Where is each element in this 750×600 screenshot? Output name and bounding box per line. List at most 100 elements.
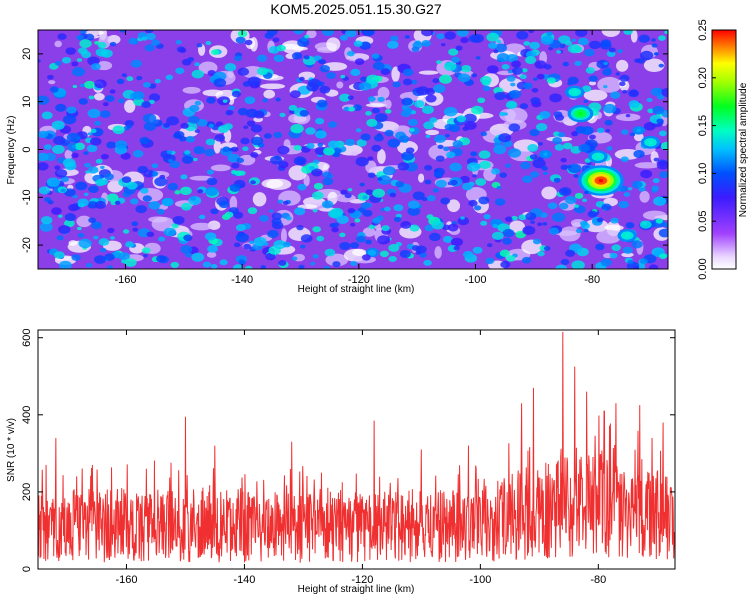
heatmap-blob [166, 150, 173, 155]
heatmap-blob [473, 205, 482, 211]
heatmap-low-patch [509, 220, 525, 233]
heatmap-blob [510, 82, 516, 87]
heatmap-blob [312, 191, 324, 200]
heatmap-blob [143, 121, 157, 131]
heatmap-blob [54, 165, 61, 170]
heatmap-blob [135, 205, 147, 214]
heatmap-blob [494, 198, 506, 206]
heatmap-blob [332, 222, 340, 228]
x-tick-label: -120 [348, 274, 370, 286]
heatmap-blob [154, 78, 161, 84]
heatmap-blob [546, 77, 556, 84]
heatmap-blob [68, 204, 79, 212]
heatmap-blob [104, 173, 114, 181]
heatmap-blob [148, 93, 161, 102]
heatmap-blob [260, 265, 267, 269]
heatmap-blob [174, 190, 181, 195]
heatmap-blob [658, 35, 666, 41]
heatmap-blob [367, 156, 374, 161]
heatmap-blob [456, 115, 467, 123]
heatmap-blob [603, 61, 609, 66]
heatmap-hotspot-core [543, 152, 548, 156]
heatmap-blob [450, 237, 463, 247]
heatmap-blob [339, 232, 346, 238]
colorbar-tick-label: 0.00 [697, 258, 709, 279]
y-tick-label: 200 [21, 483, 33, 501]
heatmap-blob [620, 156, 629, 163]
heatmap-blob [112, 125, 125, 135]
heatmap-blob [529, 41, 540, 50]
heatmap-blob [442, 235, 453, 243]
heatmap-blob [601, 203, 612, 211]
heatmap-blob [136, 75, 143, 81]
heatmap-blob [436, 33, 445, 40]
heatmap-blob [588, 75, 598, 82]
heatmap-blob [367, 172, 376, 178]
heatmap-blob [38, 59, 41, 63]
heatmap-blob [579, 220, 588, 227]
heatmap-blob [231, 169, 237, 175]
heatmap-blob [315, 117, 325, 125]
colorbar-label: Normalized spectral amplitude [738, 82, 749, 217]
heatmap-blob [109, 236, 116, 240]
heatmap-blob [537, 250, 545, 257]
heatmap-blob [47, 200, 54, 205]
heatmap-blob [313, 182, 324, 190]
heatmap-blob [519, 74, 527, 80]
heatmap-blob [629, 90, 639, 97]
heatmap-blob [541, 166, 548, 171]
heatmap-blob [322, 177, 334, 186]
heatmap-low-patch [336, 81, 344, 89]
heatmap-low-patch [616, 59, 629, 72]
heatmap-blob [289, 90, 301, 99]
heatmap-blob [660, 141, 668, 151]
heatmap-low-patch [263, 89, 276, 99]
heatmap-blob [640, 169, 653, 179]
heatmap-blob [359, 182, 365, 187]
heatmap-blob [449, 162, 462, 172]
heatmap-blob [152, 171, 159, 177]
heatmap-blob [207, 245, 218, 253]
heatmap-blob [256, 67, 269, 76]
heatmap-blob [239, 184, 245, 188]
heatmap-blob [350, 242, 360, 249]
heatmap-blob [232, 264, 244, 269]
heatmap-blob [444, 133, 450, 138]
heatmap-blob [421, 30, 434, 37]
heatmap-blob [249, 240, 255, 245]
heatmap-blob [143, 169, 155, 178]
heatmap-blob [229, 183, 241, 192]
heatmap-low-patch [615, 113, 641, 122]
heatmap-blob [456, 30, 469, 37]
heatmap-blob [72, 67, 86, 77]
heatmap-blob [447, 223, 459, 232]
heatmap-hotspot-core [636, 128, 642, 132]
heatmap-blob [294, 207, 306, 216]
heatmap-y-axis-label: Frequency (Hz) [6, 116, 17, 185]
heatmap-blob [310, 261, 316, 266]
heatmap-blob [478, 150, 491, 159]
heatmap-blob [237, 67, 250, 76]
heatmap-blob [639, 220, 652, 229]
heatmap-low-patch [633, 132, 644, 142]
heatmap-blob [552, 137, 563, 145]
heatmap-blob [411, 245, 421, 252]
heatmap-blob [578, 144, 591, 153]
heatmap-blob [475, 178, 487, 186]
heatmap-blob [291, 256, 298, 261]
heatmap-blob [243, 243, 252, 250]
heatmap-blob [101, 153, 109, 160]
heatmap-blob [392, 81, 401, 88]
heatmap-blob [633, 149, 645, 159]
y-tick-label: 0 [21, 146, 33, 152]
heatmap-blob [322, 30, 335, 37]
x-tick-label: -140 [231, 274, 253, 286]
heatmap-blob [194, 100, 202, 106]
heatmap-low-patch [213, 138, 221, 154]
heatmap-blob [77, 232, 85, 238]
heatmap-blob [38, 186, 51, 195]
heatmap-low-patch [604, 224, 624, 231]
heatmap-blob [132, 227, 139, 232]
heatmap-blob [222, 146, 231, 153]
heatmap-blob [471, 105, 484, 115]
